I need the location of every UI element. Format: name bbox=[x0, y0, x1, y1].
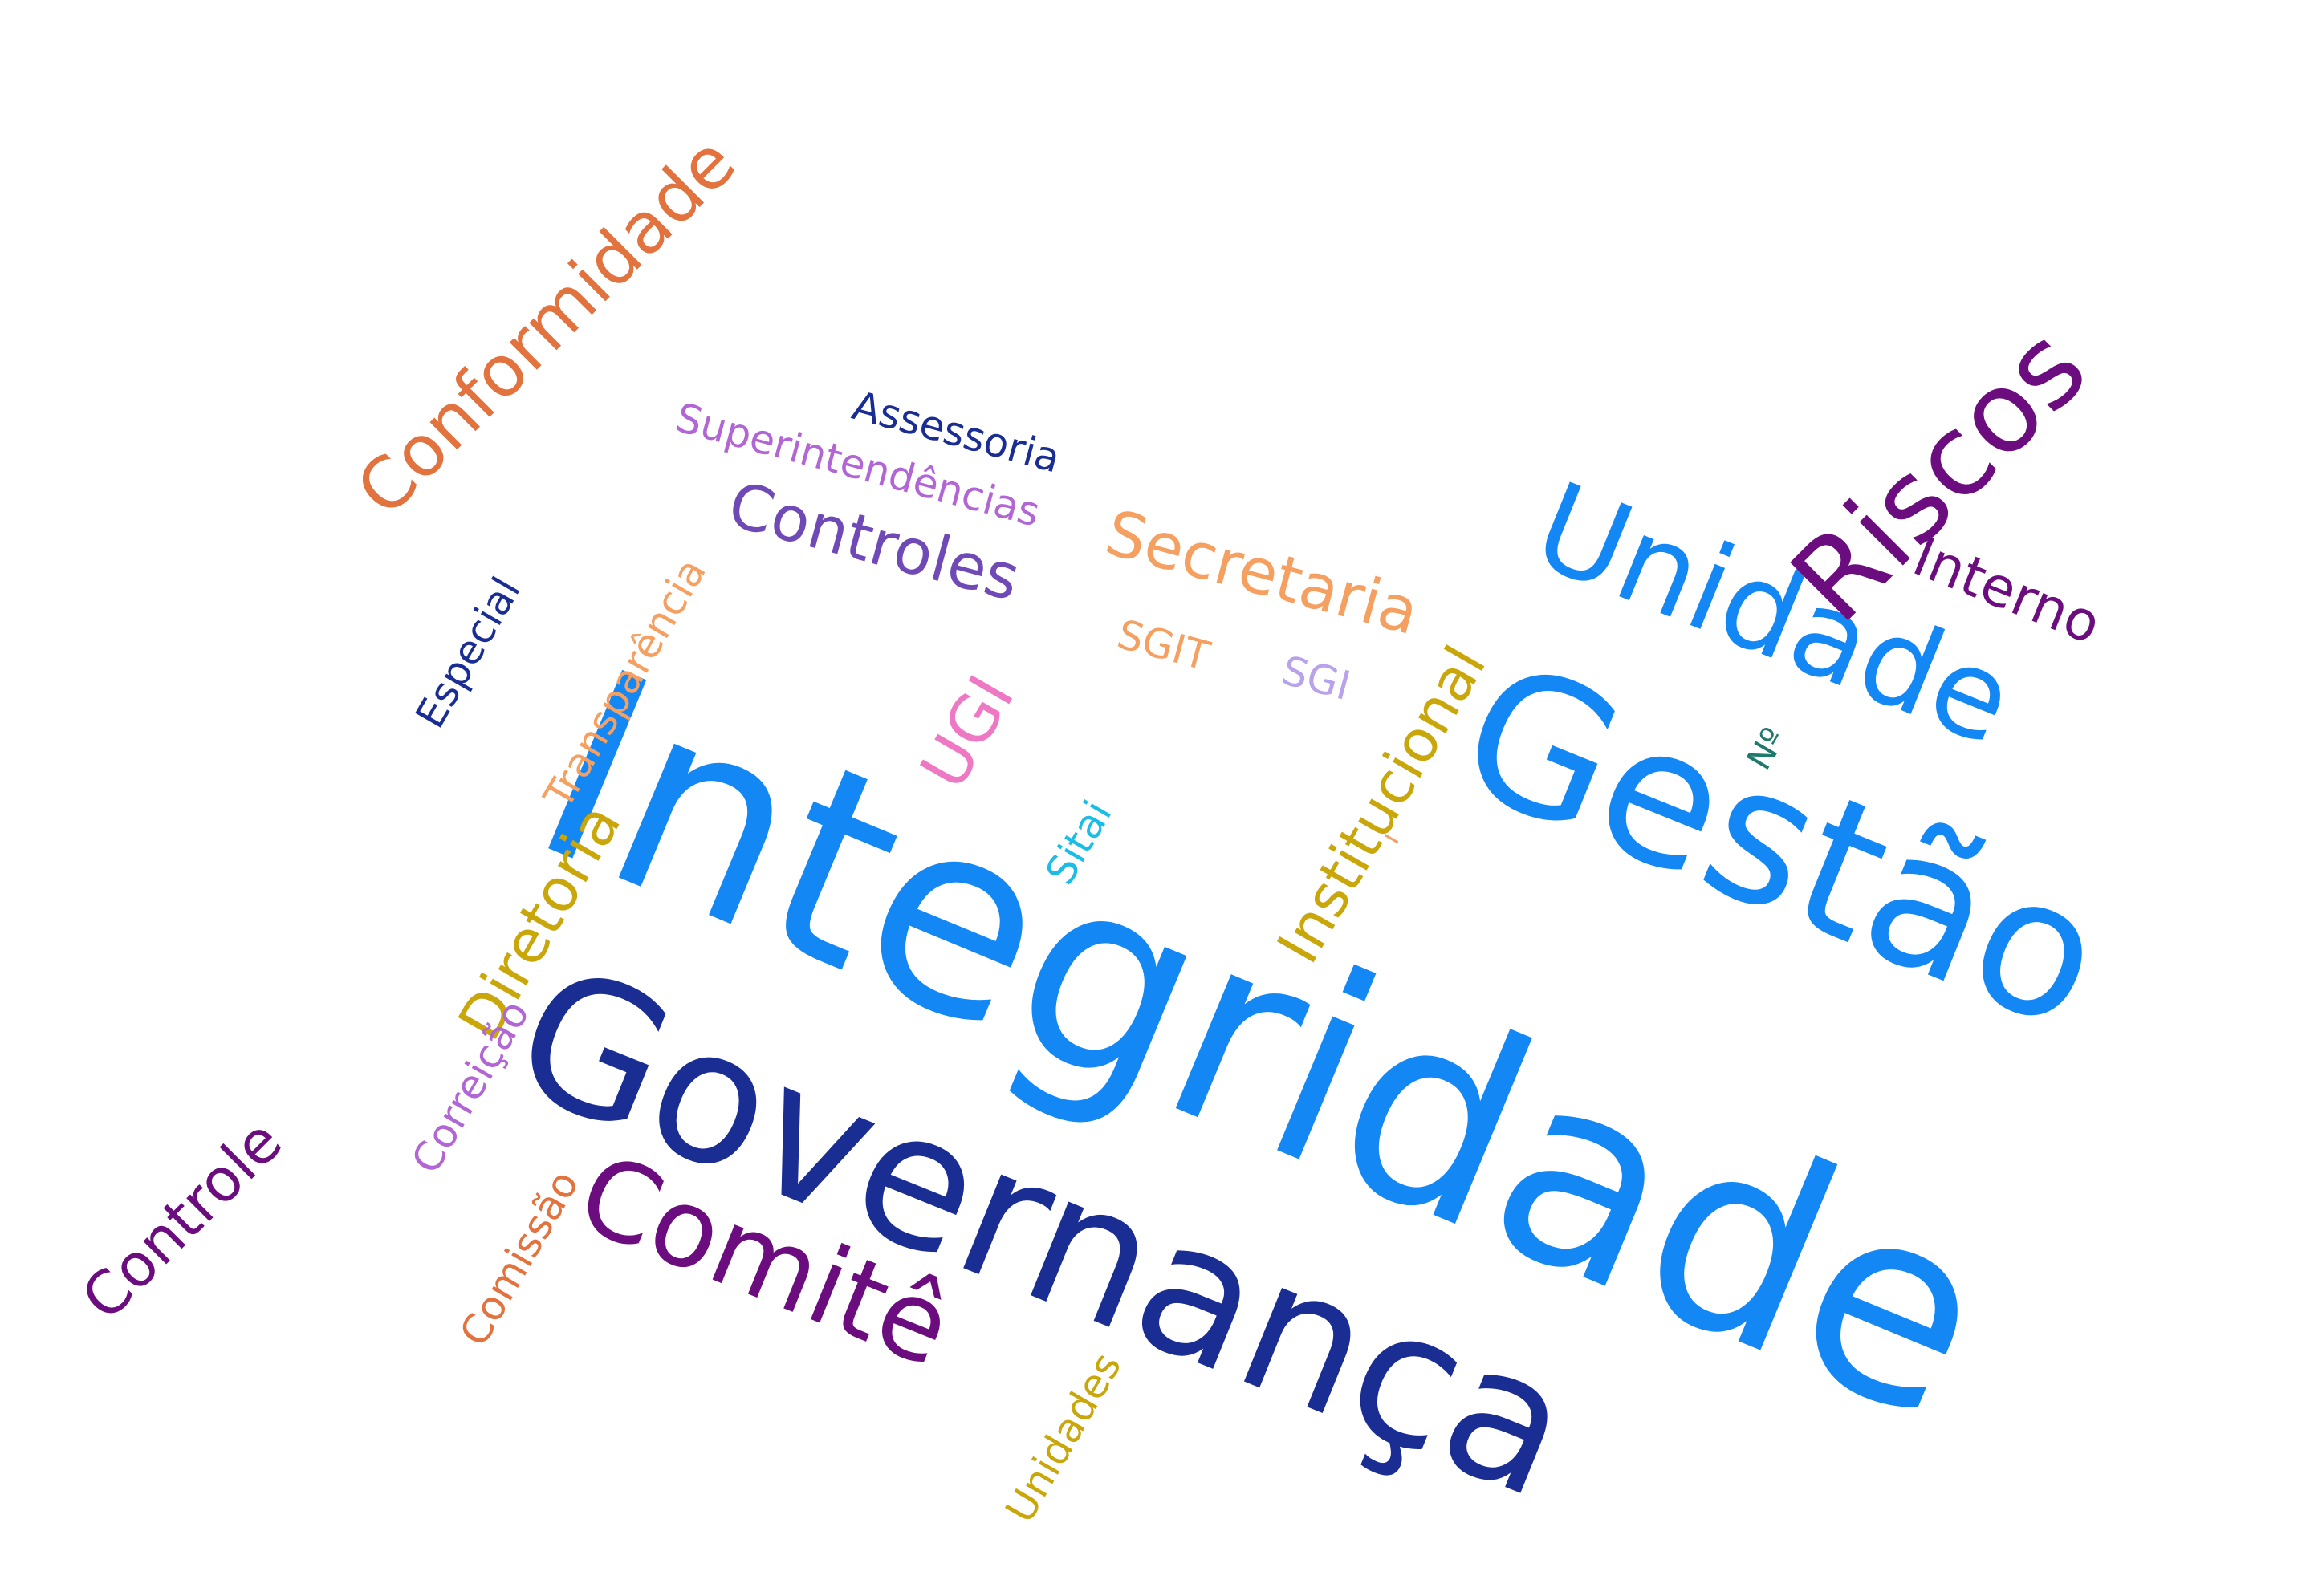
word-comissao: Comissão bbox=[450, 1162, 588, 1354]
word-unidades: Unidades bbox=[996, 1345, 1131, 1530]
word-controle: Controle bbox=[68, 1107, 295, 1334]
word-sgit: SGIT bbox=[1112, 611, 1214, 680]
word-especial: Especial bbox=[406, 569, 530, 736]
word-conformidade: Conformidade bbox=[340, 120, 751, 532]
word-sgi: SGI bbox=[1277, 647, 1356, 710]
